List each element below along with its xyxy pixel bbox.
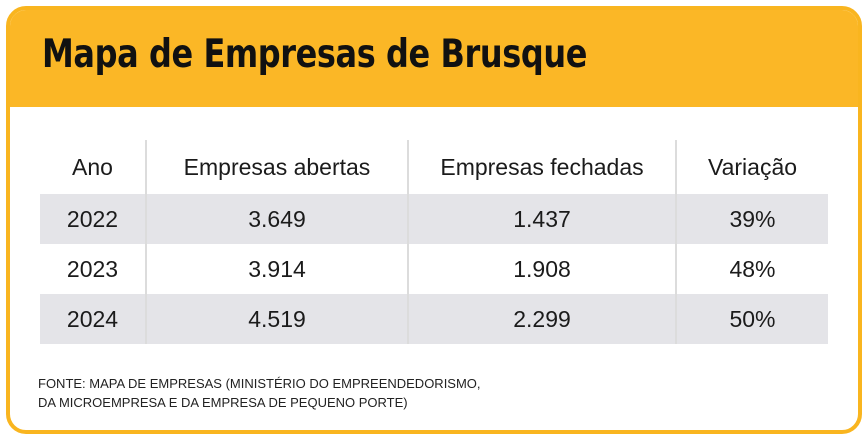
cell-year: 2024 xyxy=(40,294,146,344)
table-header-row: Ano Empresas abertas Empresas fechadas V… xyxy=(40,140,828,194)
cell-closed: 2.299 xyxy=(407,294,676,344)
page-title: Mapa de Empresas de Brusque xyxy=(42,32,587,77)
companies-table: Ano Empresas abertas Empresas fechadas V… xyxy=(40,140,828,344)
cell-opened: 3.649 xyxy=(145,194,408,244)
header-year: Ano xyxy=(72,153,113,180)
cell-variation: 50% xyxy=(675,294,828,344)
table-row: 2023 3.914 1.908 48% xyxy=(40,244,828,294)
cell-year: 2023 xyxy=(40,244,146,294)
source-line-2: DA MICROEMPRESA E DA EMPRESA DE PEQUENO … xyxy=(38,395,408,410)
title-banner: Mapa de Empresas de Brusque xyxy=(10,10,858,107)
cell-closed: 1.437 xyxy=(407,194,676,244)
table-row: 2024 4.519 2.299 50% xyxy=(40,294,828,344)
info-card: Mapa de Empresas de Brusque Ano Empresas… xyxy=(6,6,862,434)
cell-closed: 1.908 xyxy=(407,244,676,294)
cell-variation: 48% xyxy=(675,244,828,294)
cell-opened: 4.519 xyxy=(145,294,408,344)
source-note: FONTE: MAPA DE EMPRESAS (MINISTÉRIO DO E… xyxy=(38,374,638,412)
cell-year: 2022 xyxy=(40,194,146,244)
cell-variation: 39% xyxy=(675,194,828,244)
cell-opened: 3.914 xyxy=(145,244,408,294)
header-opened: Empresas abertas xyxy=(145,140,408,194)
header-closed: Empresas fechadas xyxy=(407,140,676,194)
header-variation: Variação xyxy=(675,140,828,194)
source-line-1: FONTE: MAPA DE EMPRESAS (MINISTÉRIO DO E… xyxy=(38,376,481,391)
table-row: 2022 3.649 1.437 39% xyxy=(40,194,828,244)
